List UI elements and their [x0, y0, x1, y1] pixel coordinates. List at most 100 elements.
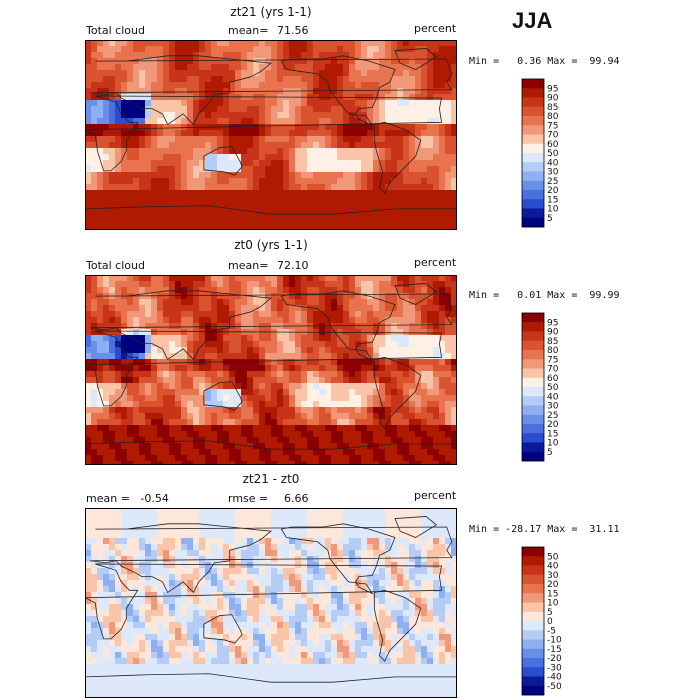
heatmap-cell [133, 154, 140, 161]
heatmap-cell [241, 341, 248, 348]
heatmap-cell [133, 431, 140, 438]
heatmap-cell [313, 335, 320, 342]
heatmap-cell [199, 556, 206, 563]
heatmap-cell [193, 112, 200, 119]
heatmap-cell [175, 275, 182, 282]
heatmap-cell [115, 184, 122, 191]
heatmap-cell [277, 287, 284, 294]
heatmap-cell [127, 580, 134, 587]
heatmap-cell [253, 202, 260, 209]
heatmap-cell [445, 196, 452, 203]
heatmap-cell [229, 508, 236, 515]
heatmap-cell [379, 196, 386, 203]
heatmap-cell [133, 124, 140, 131]
heatmap-cell [247, 305, 254, 312]
heatmap-cell [391, 544, 398, 551]
heatmap-cell [403, 287, 410, 294]
heatmap-cell [391, 130, 398, 137]
heatmap-cell [301, 383, 308, 390]
heatmap-cell [253, 148, 260, 155]
heatmap-cell [349, 526, 356, 533]
heatmap-cell [175, 88, 182, 95]
heatmap-cell [205, 556, 212, 563]
heatmap-cell [319, 401, 326, 408]
heatmap-cell [325, 323, 332, 330]
heatmap-cell [409, 178, 416, 185]
heatmap-cell [319, 365, 326, 372]
heatmap-cell [337, 281, 344, 288]
heatmap-cell [295, 52, 302, 59]
heatmap-cell [391, 449, 398, 456]
heatmap-cell [295, 383, 302, 390]
heatmap-cell [199, 118, 206, 125]
heatmap-cell [85, 190, 92, 197]
heatmap-cell [445, 184, 452, 191]
heatmap-cell [217, 148, 224, 155]
heatmap-cell [331, 365, 338, 372]
heatmap-cell [205, 299, 212, 306]
heatmap-cell [199, 160, 206, 167]
heatmap-cell [97, 130, 104, 137]
heatmap-cell [325, 100, 332, 107]
heatmap-cell [187, 317, 194, 324]
heatmap-cell [373, 311, 380, 318]
heatmap-cell [241, 311, 248, 318]
heatmap-cell [181, 70, 188, 77]
heatmap-cell [307, 196, 314, 203]
heatmap-cell [211, 407, 218, 414]
heatmap-cell [169, 40, 176, 47]
heatmap-cell [265, 574, 272, 581]
heatmap-cell [337, 311, 344, 318]
heatmap-cell [127, 449, 134, 456]
heatmap-cell [289, 544, 296, 551]
heatmap-cell [301, 449, 308, 456]
heatmap-cell [133, 118, 140, 125]
heatmap-cell [313, 580, 320, 587]
heatmap-cell [157, 287, 164, 294]
heatmap-cell [445, 389, 452, 396]
colorbar-swatch [522, 451, 544, 462]
heatmap-cell [97, 365, 104, 372]
heatmap-cell [169, 100, 176, 107]
heatmap-cell [109, 226, 116, 230]
heatmap-cell [175, 514, 182, 521]
heatmap-cell [307, 317, 314, 324]
heatmap-cell [277, 293, 284, 300]
heatmap-cell [193, 395, 200, 402]
heatmap-cell [127, 154, 134, 161]
heatmap-cell [439, 520, 446, 527]
heatmap-cell [271, 353, 278, 360]
heatmap-cell [367, 508, 374, 515]
heatmap-cell [151, 226, 158, 230]
heatmap-cell [391, 574, 398, 581]
heatmap-cell [403, 371, 410, 378]
heatmap-cell [139, 586, 146, 593]
heatmap-cell [397, 94, 404, 101]
heatmap-cell [169, 550, 176, 557]
heatmap-cell [241, 371, 248, 378]
panel-2-title: zt0 (yrs 1-1) [234, 238, 308, 252]
heatmap-cell [451, 166, 457, 173]
heatmap-cell [451, 214, 457, 221]
heatmap-cell [331, 52, 338, 59]
heatmap-cell [415, 52, 422, 59]
heatmap-cell [91, 437, 98, 444]
heatmap-cell [271, 514, 278, 521]
heatmap-cell [247, 413, 254, 420]
heatmap-cell [391, 413, 398, 420]
heatmap-cell [187, 293, 194, 300]
heatmap-cell [283, 76, 290, 83]
heatmap-cell [205, 88, 212, 95]
heatmap-cell [265, 100, 272, 107]
heatmap-cell [193, 76, 200, 83]
heatmap-cell [103, 347, 110, 354]
heatmap-cell [403, 508, 410, 515]
heatmap-cell [247, 190, 254, 197]
heatmap-cell [355, 202, 362, 209]
heatmap-cell [445, 190, 452, 197]
heatmap-cell [217, 395, 224, 402]
heatmap-cell [277, 214, 284, 221]
heatmap-cell [367, 449, 374, 456]
heatmap-cell [211, 148, 218, 155]
heatmap-cell [259, 341, 266, 348]
